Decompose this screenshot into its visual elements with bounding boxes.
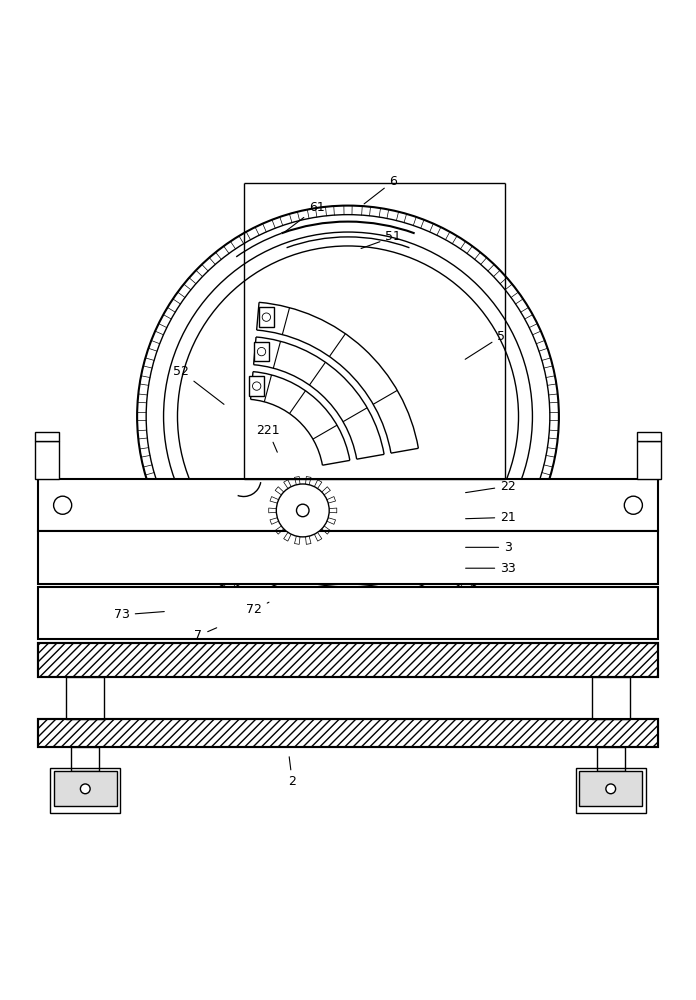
Circle shape xyxy=(624,496,642,514)
Circle shape xyxy=(258,347,266,356)
Bar xyxy=(38,719,658,747)
Text: 22: 22 xyxy=(466,480,516,493)
Bar xyxy=(38,479,658,531)
Text: 72: 72 xyxy=(246,602,269,616)
Circle shape xyxy=(253,382,261,390)
Text: 51: 51 xyxy=(361,230,401,248)
Circle shape xyxy=(81,784,90,794)
Bar xyxy=(38,531,658,584)
Circle shape xyxy=(54,496,72,514)
Bar xyxy=(259,307,274,327)
Circle shape xyxy=(296,504,309,517)
Text: 52: 52 xyxy=(173,365,224,404)
Bar xyxy=(637,432,661,441)
Text: 2: 2 xyxy=(288,757,296,788)
Text: 33: 33 xyxy=(466,562,516,575)
Text: 21: 21 xyxy=(466,511,516,524)
Circle shape xyxy=(276,484,329,537)
Text: 73: 73 xyxy=(114,608,164,621)
Bar xyxy=(35,441,59,479)
Bar xyxy=(38,643,658,677)
Text: 5: 5 xyxy=(465,330,505,359)
Bar xyxy=(576,768,645,813)
Text: 7: 7 xyxy=(194,628,216,642)
Text: 221: 221 xyxy=(256,424,280,452)
Circle shape xyxy=(606,784,616,794)
Bar xyxy=(637,441,661,479)
Bar xyxy=(579,771,642,806)
Bar xyxy=(38,719,658,747)
Bar xyxy=(38,531,658,584)
Bar xyxy=(50,768,120,813)
Bar xyxy=(249,376,264,396)
Text: 61: 61 xyxy=(284,201,324,232)
Text: 6: 6 xyxy=(364,175,397,204)
Bar xyxy=(66,677,104,719)
Bar xyxy=(596,747,624,771)
Bar xyxy=(38,587,658,639)
Circle shape xyxy=(262,313,271,321)
Text: 3: 3 xyxy=(466,541,512,554)
Bar xyxy=(38,643,658,677)
Bar xyxy=(72,747,100,771)
Bar xyxy=(54,771,116,806)
Bar xyxy=(38,479,658,531)
Bar xyxy=(35,432,59,441)
Bar xyxy=(592,677,630,719)
Bar xyxy=(254,342,269,361)
